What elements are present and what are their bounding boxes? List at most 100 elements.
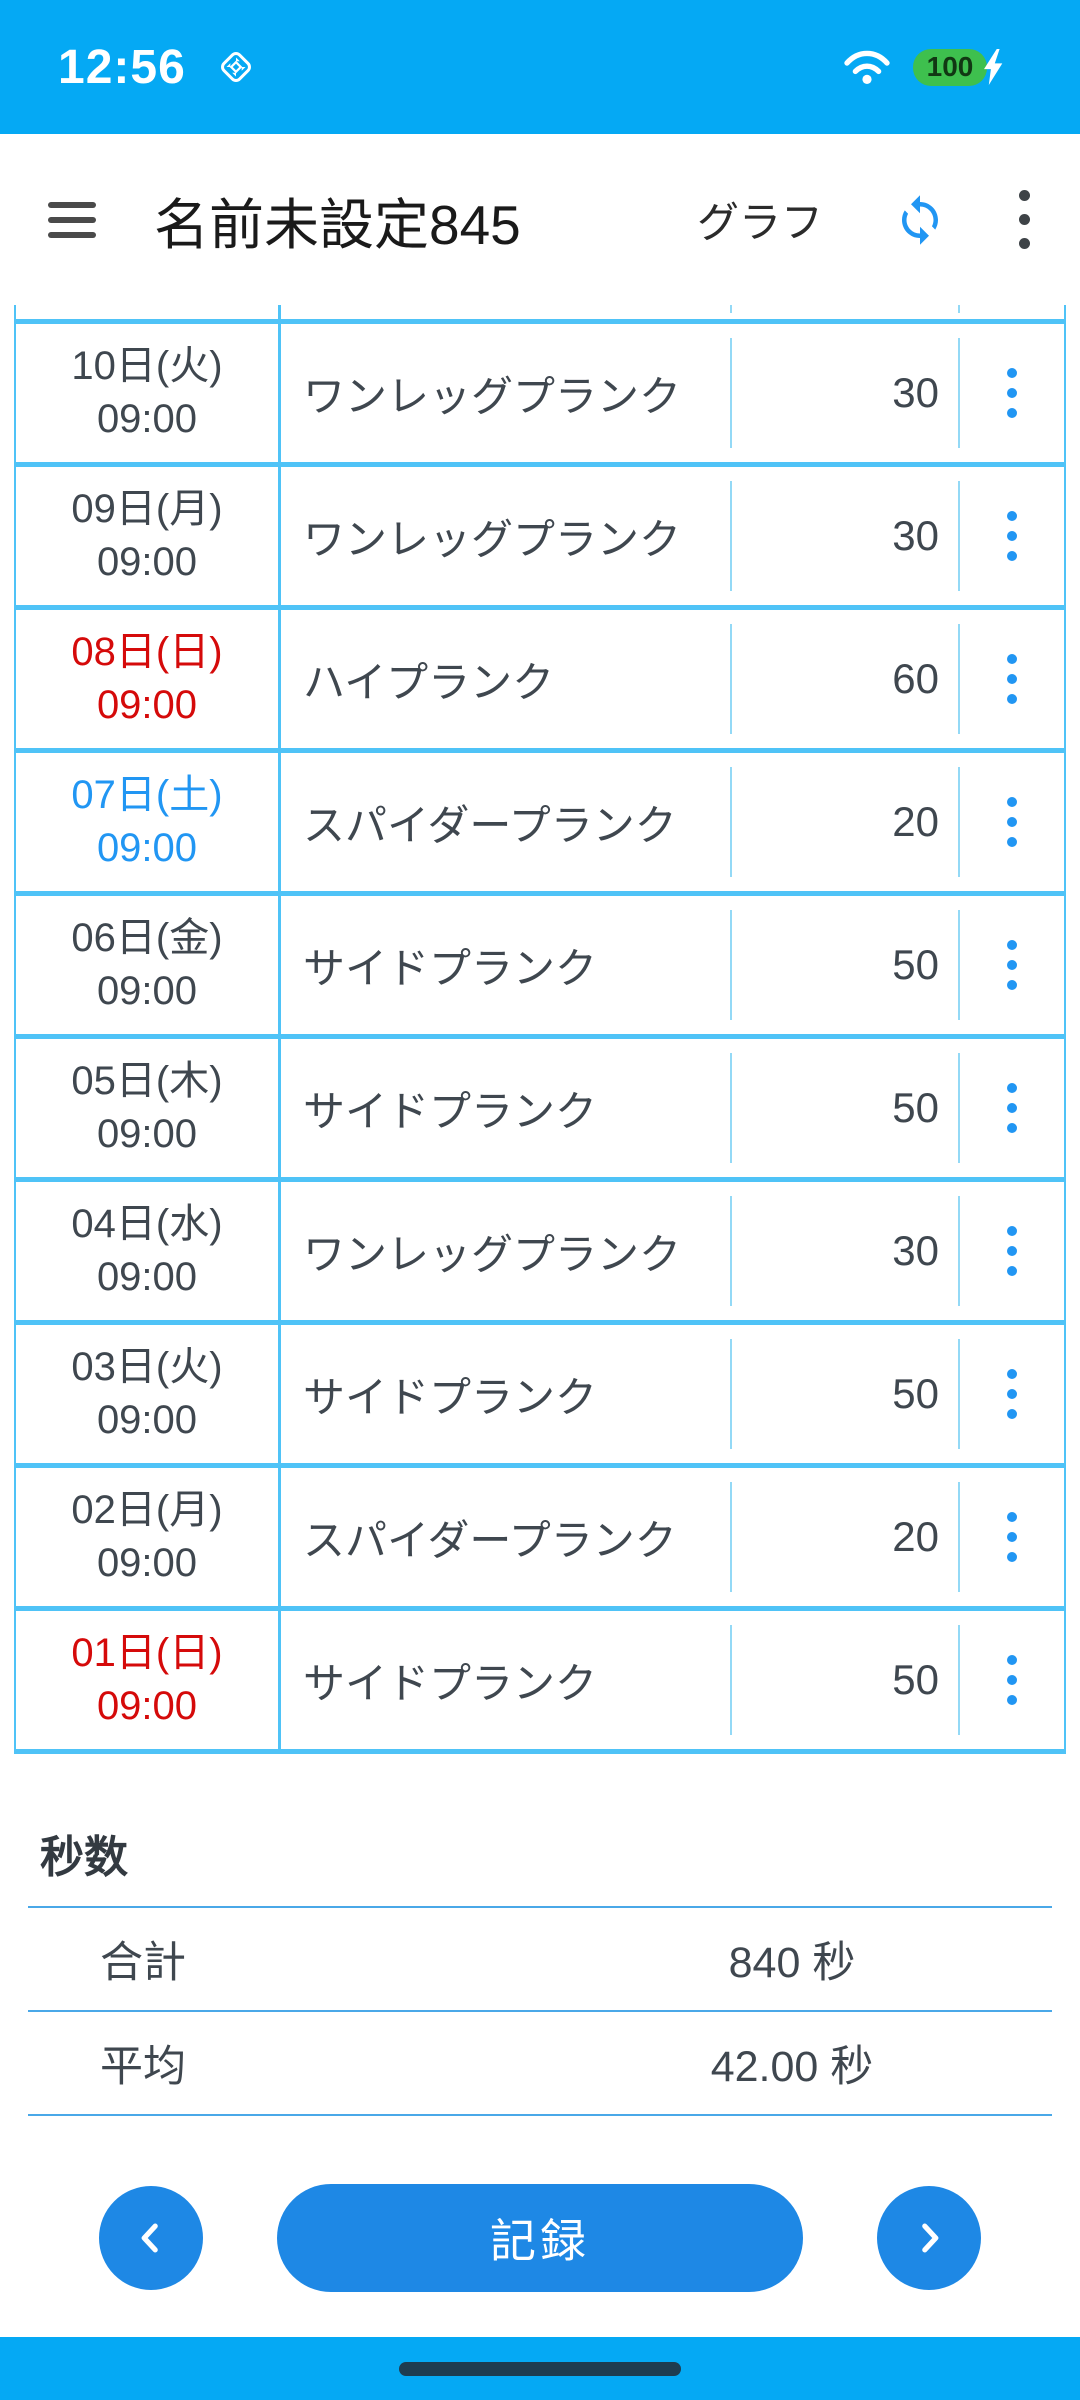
charging-bolt-icon	[982, 49, 1004, 85]
exercise-name: ハイプランク	[303, 658, 555, 706]
row-menu-icon[interactable]	[993, 1498, 1031, 1576]
date-time: 09:00	[96, 1541, 198, 1585]
exercise-name: スパイダープランク	[303, 1516, 677, 1564]
chevron-right-icon	[922, 2223, 939, 2253]
date-time: 09:00	[96, 1684, 198, 1728]
table-row[interactable]: 01日(日) 09:00 サイドプランク 50	[16, 1611, 1064, 1754]
overflow-menu-icon[interactable]	[1019, 190, 1030, 249]
date-cell: 01日(日) 09:00	[16, 1611, 281, 1749]
summary-value: 840	[728, 1939, 801, 1987]
table-row[interactable]: 10日(火) 09:00 ワンレッグプランク 30	[16, 324, 1064, 467]
clock-time: 12:56	[58, 40, 186, 94]
date-time: 09:00	[96, 683, 198, 727]
seconds-value: 30	[892, 1227, 939, 1274]
summary-unit: 秒	[812, 1939, 856, 1987]
table-row[interactable]: 08日(日) 09:00 ハイプランク 60	[16, 610, 1064, 753]
exercise-name: ワンレッグプランク	[303, 515, 682, 563]
date-cell: 04日(水) 09:00	[16, 1182, 281, 1320]
seconds-value: 60	[892, 655, 939, 702]
exercise-name: サイドプランク	[303, 1087, 598, 1135]
seconds-value: 50	[892, 1656, 939, 1703]
prev-button[interactable]	[99, 2186, 203, 2290]
summary-rows: 合計 840 秒 平均 42.00 秒	[28, 1906, 1052, 2116]
system-navigation-bar	[0, 2337, 1080, 2400]
date-time: 09:00	[96, 1398, 198, 1442]
date-day: 07日(土)	[71, 773, 223, 817]
row-menu-icon[interactable]	[993, 1355, 1031, 1433]
refresh-icon[interactable]	[893, 193, 947, 247]
row-menu-icon[interactable]	[993, 497, 1031, 575]
exercise-name: サイドプランク	[303, 1659, 598, 1707]
seconds-value: 50	[892, 1370, 939, 1417]
date-day: 05日(木)	[71, 1059, 223, 1103]
date-day: 09日(月)	[71, 487, 223, 531]
date-time: 09:00	[96, 1255, 198, 1299]
exercise-name: ワンレッグプランク	[303, 1230, 682, 1278]
seconds-value: 30	[892, 369, 939, 416]
date-cell: 05日(木) 09:00	[16, 1039, 281, 1177]
date-cell: 02日(月) 09:00	[16, 1468, 281, 1606]
graph-button[interactable]: グラフ	[697, 189, 823, 250]
battery-indicator: 100	[913, 48, 987, 86]
footer-nav: 記録	[0, 2184, 1080, 2292]
cutoff-row	[16, 305, 1064, 324]
date-time: 09:00	[96, 540, 198, 584]
next-button[interactable]	[877, 2186, 981, 2290]
date-day: 10日(火)	[71, 344, 223, 388]
summary-row: 平均 42.00 秒	[28, 2010, 1052, 2114]
page-title: 名前未設定845	[154, 193, 521, 256]
battery-percent: 100	[926, 51, 974, 82]
summary-label: 合計	[100, 1939, 186, 1987]
row-menu-icon[interactable]	[993, 1212, 1031, 1290]
row-menu-icon[interactable]	[993, 354, 1031, 432]
row-menu-icon[interactable]	[993, 1069, 1031, 1147]
summary-unit: 秒	[830, 2043, 874, 2091]
table-row[interactable]: 03日(火) 09:00 サイドプランク 50	[16, 1325, 1064, 1468]
date-cell: 09日(月) 09:00	[16, 467, 281, 605]
status-bar: 12:56 100	[0, 0, 1080, 134]
wifi-icon	[843, 49, 891, 85]
table-row[interactable]: 05日(木) 09:00 サイドプランク 50	[16, 1039, 1064, 1182]
exercise-name: サイドプランク	[303, 1373, 598, 1421]
date-time: 09:00	[96, 826, 198, 870]
seconds-value: 50	[892, 1084, 939, 1131]
date-day: 02日(月)	[71, 1488, 223, 1532]
hamburger-menu-button[interactable]	[48, 201, 96, 238]
date-cell: 03日(火) 09:00	[16, 1325, 281, 1463]
row-menu-icon[interactable]	[993, 1641, 1031, 1719]
status-icons: 100	[843, 48, 1004, 86]
table-row[interactable]: 09日(月) 09:00 ワンレッグプランク 30	[16, 467, 1064, 610]
table-row[interactable]: 06日(金) 09:00 サイドプランク 50	[16, 896, 1064, 1039]
row-menu-icon[interactable]	[993, 783, 1031, 861]
app-header: 名前未設定845 グラフ	[0, 134, 1080, 305]
date-day: 08日(日)	[71, 630, 223, 674]
date-day: 01日(日)	[71, 1631, 223, 1675]
chevron-left-icon	[141, 2223, 158, 2253]
table-row[interactable]: 02日(月) 09:00 スパイダープランク 20	[16, 1468, 1064, 1611]
summary-heading: 秒数	[40, 1833, 128, 1882]
date-cell: 07日(土) 09:00	[16, 753, 281, 891]
seconds-value: 50	[892, 941, 939, 988]
record-button[interactable]: 記録	[277, 2184, 803, 2292]
seconds-value: 20	[892, 798, 939, 845]
notification-diamond-icon	[214, 45, 258, 89]
date-time: 09:00	[96, 397, 198, 441]
row-menu-icon[interactable]	[993, 640, 1031, 718]
date-cell: 10日(火) 09:00	[16, 324, 281, 462]
summary-value: 42.00	[710, 2043, 819, 2091]
summary-row: 合計 840 秒	[28, 1906, 1052, 2010]
records-table: 10日(火) 09:00 ワンレッグプランク 30 09日(月) 09:00 ワ…	[14, 305, 1066, 1754]
exercise-name: サイドプランク	[303, 944, 598, 992]
date-cell: 06日(金) 09:00	[16, 896, 281, 1034]
row-menu-icon[interactable]	[993, 926, 1031, 1004]
seconds-value: 30	[892, 512, 939, 559]
table-row[interactable]: 04日(水) 09:00 ワンレッグプランク 30	[16, 1182, 1064, 1325]
home-indicator[interactable]	[399, 2362, 681, 2376]
exercise-name: スパイダープランク	[303, 801, 677, 849]
date-time: 09:00	[96, 1112, 198, 1156]
table-row[interactable]: 07日(土) 09:00 スパイダープランク 20	[16, 753, 1064, 896]
date-cell: 08日(日) 09:00	[16, 610, 281, 748]
exercise-name: ワンレッグプランク	[303, 372, 682, 420]
date-day: 04日(水)	[71, 1202, 223, 1246]
